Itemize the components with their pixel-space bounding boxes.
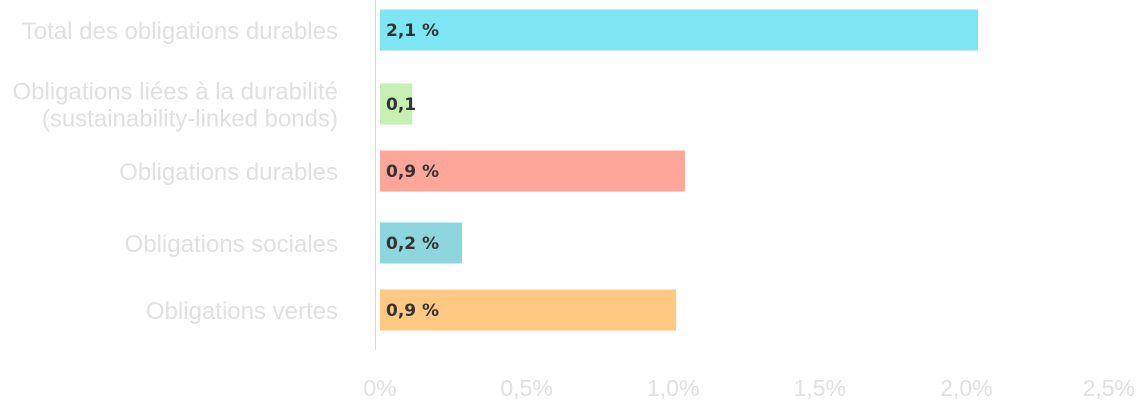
data-label: 2,1 %	[386, 21, 439, 41]
bar	[380, 150, 685, 192]
bar	[380, 289, 677, 331]
data-label: 0,2 %	[386, 234, 439, 254]
x-tick-label: 0%	[363, 375, 396, 401]
bar	[380, 9, 979, 51]
data-label: 0,1	[386, 95, 416, 115]
category-label: Total des obligations durables	[22, 18, 338, 45]
x-tick-label: 2,5%	[1083, 375, 1135, 401]
value-labels: 2,1 % 0,1 0,9 % 0,2 % 0,9 %	[386, 21, 439, 321]
x-tick-label: 2,0%	[940, 375, 992, 401]
x-axis-tick-labels: 0% 0,5% 1,0% 1,5% 2,0% 2,5%	[363, 375, 1135, 401]
category-label-line: Total des obligations durables	[22, 18, 338, 45]
category-label-line: (sustainability-linked bonds)	[42, 106, 338, 133]
category-label: Obligations durables	[119, 159, 338, 186]
category-label: Obligations vertes	[146, 298, 338, 325]
category-label: Obligations sociales	[125, 231, 338, 258]
bar	[380, 222, 463, 264]
category-label-line: Obligations liées à la durabilité	[12, 79, 338, 106]
category-label-line: Obligations sociales	[125, 231, 338, 258]
data-label: 0,9 %	[386, 162, 439, 182]
category-labels: Total des obligations durables Obligation…	[12, 18, 338, 325]
category-label-line: Obligations durables	[119, 159, 338, 186]
x-tick-label: 1,0%	[647, 375, 699, 401]
category-label: Obligations liées à la durabilité (sustai…	[12, 79, 338, 133]
x-tick-label: 1,5%	[794, 375, 846, 401]
data-label: 0,9 %	[386, 301, 439, 321]
bar	[380, 83, 413, 125]
bars	[380, 9, 979, 331]
category-label-line: Obligations vertes	[146, 298, 338, 325]
x-tick-label: 0,5%	[500, 375, 552, 401]
